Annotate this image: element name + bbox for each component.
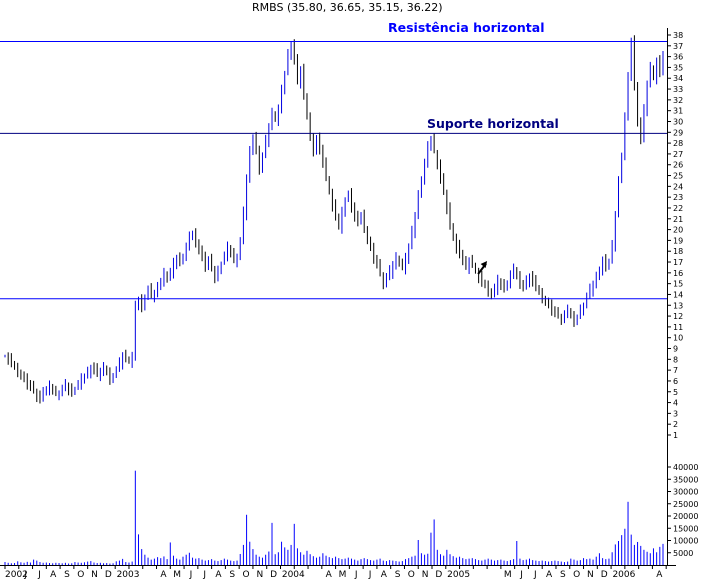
month-label: A xyxy=(160,570,167,580)
price-tick-label: 31 xyxy=(673,107,683,116)
year-label: 2004 xyxy=(282,570,305,580)
support-label[interactable]: Suporte horizontal xyxy=(427,116,559,131)
price-tick-label: 21 xyxy=(673,215,683,224)
volume-tick-label: 35000 xyxy=(673,475,698,484)
month-label: J xyxy=(354,570,358,580)
month-label: N xyxy=(91,570,98,580)
price-tick-label: 10 xyxy=(673,334,683,343)
price-tick-label: 11 xyxy=(673,323,683,332)
month-label: A xyxy=(215,570,222,580)
price-axis: 1234567891011121314151617181920212223242… xyxy=(667,31,683,440)
month-label: A xyxy=(656,570,663,580)
price-tick-label: 12 xyxy=(673,312,683,321)
volume-tick-label: 30000 xyxy=(673,488,698,497)
price-tick-label: 26 xyxy=(673,161,683,170)
month-label: A xyxy=(326,570,333,580)
month-label: J xyxy=(23,570,27,580)
price-tick-label: 13 xyxy=(673,301,683,310)
price-tick-label: 25 xyxy=(673,172,683,181)
price-tick-label: 1 xyxy=(673,431,678,440)
month-label: J xyxy=(368,570,372,580)
volume-tick-label: 10000 xyxy=(673,537,698,546)
month-label: J xyxy=(519,570,523,580)
volume-axis: 40000 35000 30000 25000 20000 15000 10000 5000 xyxy=(667,463,698,558)
month-label: S xyxy=(64,570,70,580)
price-tick-label: 14 xyxy=(673,290,683,299)
year-label: 2003 xyxy=(117,570,140,580)
month-label: S xyxy=(395,570,401,580)
price-tick-label: 27 xyxy=(673,150,683,159)
axes xyxy=(0,28,676,566)
month-label: M xyxy=(173,570,181,580)
price-tick-label: 18 xyxy=(673,247,683,256)
price-tick-label: 9 xyxy=(673,345,678,354)
price-tick-label: 5 xyxy=(673,388,678,397)
month-label: D xyxy=(270,570,277,580)
up-arrow-annotation[interactable] xyxy=(477,261,488,275)
month-label: N xyxy=(256,570,263,580)
price-tick-label: 3 xyxy=(673,409,678,418)
volume-tick-label: 5000 xyxy=(673,549,693,558)
price-tick-label: 34 xyxy=(673,74,683,83)
price-tick-label: 7 xyxy=(673,366,678,375)
month-label: O xyxy=(77,570,84,580)
price-tick-label: 17 xyxy=(673,258,683,267)
price-tick-label: 15 xyxy=(673,280,683,289)
volume-series xyxy=(4,470,664,565)
price-tick-label: 32 xyxy=(673,96,683,105)
volume-tick-label: 20000 xyxy=(673,512,698,521)
month-label: J xyxy=(533,570,537,580)
volume-tick-label: 25000 xyxy=(673,500,698,509)
chart-title: RMBS (35.80, 36.65, 35.15, 36.22) xyxy=(252,1,443,14)
price-tick-label: 35 xyxy=(673,63,683,72)
month-label: D xyxy=(105,570,112,580)
month-label: D xyxy=(435,570,442,580)
month-label: J xyxy=(202,570,206,580)
month-label: N xyxy=(422,570,429,580)
price-tick-label: 22 xyxy=(673,204,683,213)
price-tick-label: 29 xyxy=(673,128,683,137)
year-label: 2006 xyxy=(612,570,635,580)
price-tick-label: 28 xyxy=(673,139,683,148)
month-label: J xyxy=(37,570,41,580)
volume-tick-label: 40000 xyxy=(673,463,698,472)
month-label: S xyxy=(560,570,566,580)
trendlines xyxy=(0,40,667,300)
volume-tick-label: 15000 xyxy=(673,524,698,533)
month-label: M xyxy=(339,570,347,580)
price-tick-label: 4 xyxy=(673,399,678,408)
month-label: A xyxy=(546,570,553,580)
month-label: M xyxy=(504,570,512,580)
price-series xyxy=(4,35,664,404)
month-label: N xyxy=(587,570,594,580)
month-label: J xyxy=(189,570,193,580)
price-tick-label: 38 xyxy=(673,31,683,40)
year-label: 2002 xyxy=(5,570,28,580)
price-tick-label: 6 xyxy=(673,377,678,386)
month-label: O xyxy=(243,570,250,580)
price-tick-label: 16 xyxy=(673,269,683,278)
price-tick-label: 20 xyxy=(673,226,683,235)
month-label: A xyxy=(50,570,57,580)
month-label: S xyxy=(229,570,235,580)
resistance-label[interactable]: Resistência horizontal xyxy=(388,20,545,35)
month-label: A xyxy=(381,570,388,580)
price-tick-label: 36 xyxy=(673,53,683,62)
price-tick-label: 30 xyxy=(673,117,683,126)
price-tick-label: 19 xyxy=(673,236,683,245)
price-tick-label: 2 xyxy=(673,420,678,429)
month-label: D xyxy=(601,570,608,580)
month-label: O xyxy=(573,570,580,580)
year-label: 2005 xyxy=(447,570,470,580)
price-tick-label: 8 xyxy=(673,355,678,364)
price-tick-label: 23 xyxy=(673,193,683,202)
month-label: O xyxy=(408,570,415,580)
price-tick-label: 24 xyxy=(673,182,683,191)
price-tick-label: 37 xyxy=(673,42,683,51)
price-tick-label: 33 xyxy=(673,85,683,94)
